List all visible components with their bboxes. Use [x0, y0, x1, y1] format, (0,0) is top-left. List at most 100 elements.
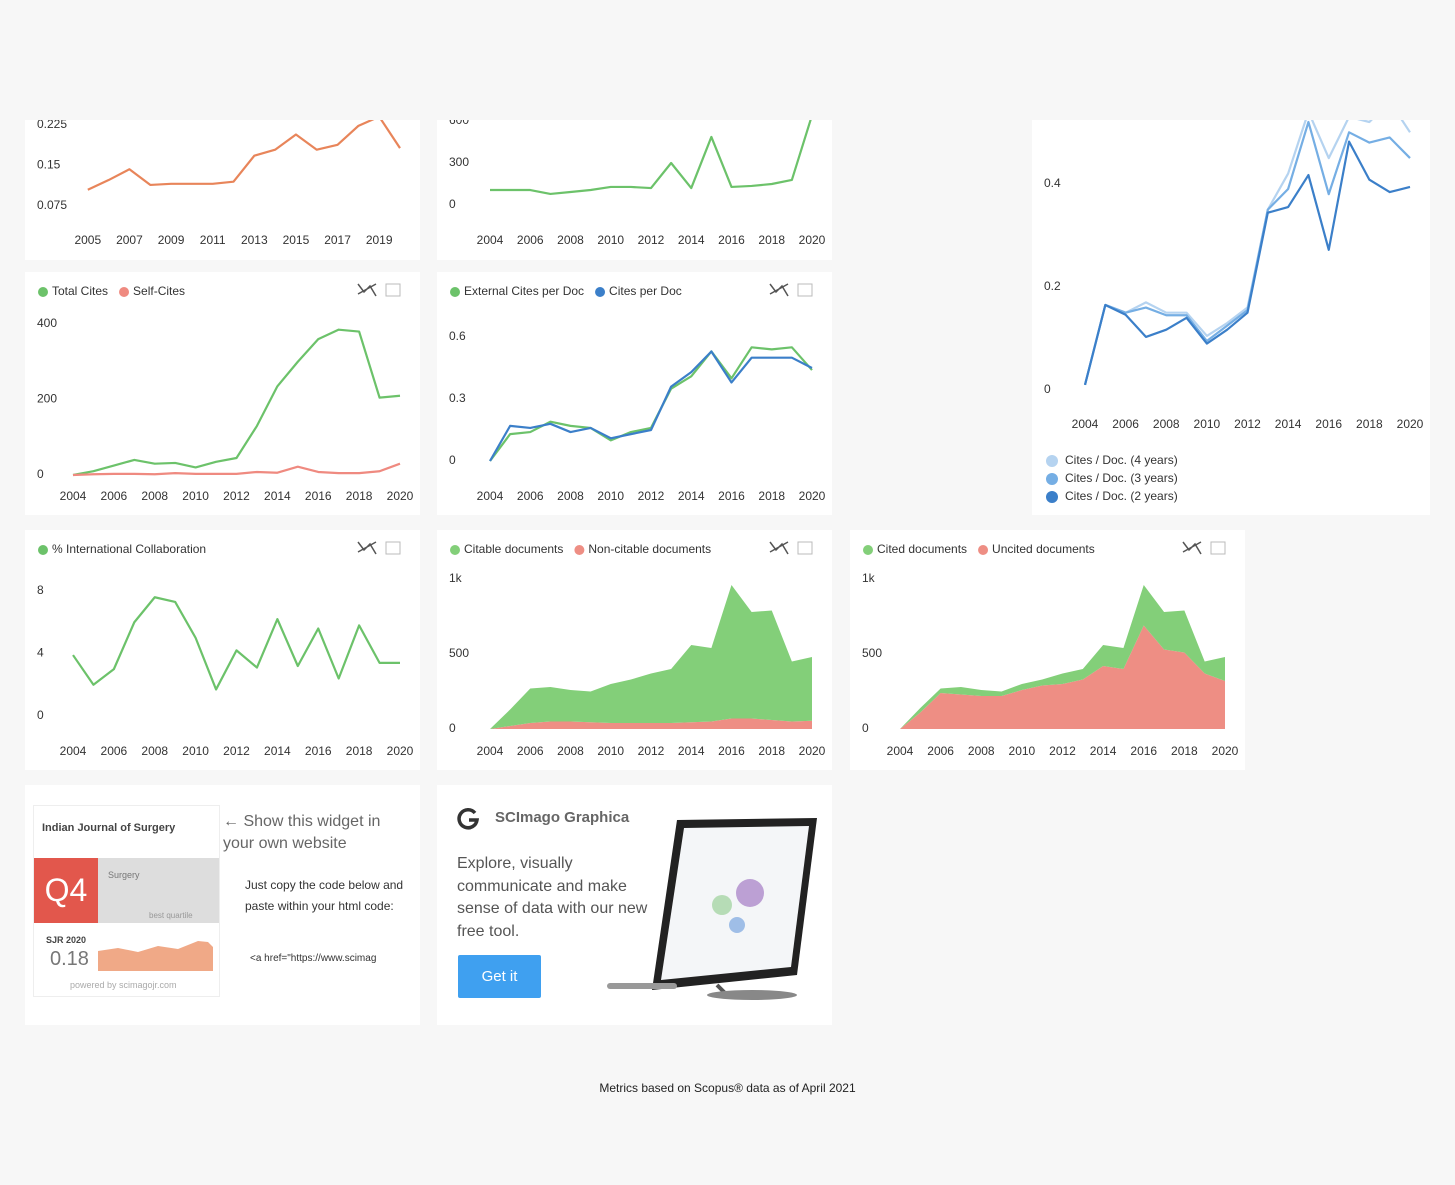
- x-tick-label: 2007: [116, 233, 143, 247]
- x-tick-label: 2020: [1212, 744, 1239, 758]
- x-tick-label: 2017: [324, 233, 351, 247]
- x-tick-label: 2014: [678, 233, 705, 247]
- chart-type-toggle[interactable]: [358, 284, 376, 296]
- y-tick-label: 0: [449, 197, 456, 211]
- x-tick-label: 2014: [678, 489, 705, 503]
- x-tick-label: 2008: [557, 744, 584, 758]
- x-tick-label: 2006: [517, 489, 544, 503]
- widget-panel: Indian Journal of Surgery Q4 Surgery bes…: [25, 785, 420, 1025]
- legend-label: External Cites per Doc: [464, 284, 584, 298]
- y-tick-label: 0.15: [37, 158, 61, 172]
- y-tick-label: 500: [862, 646, 882, 660]
- x-tick-label: 2010: [182, 489, 209, 503]
- x-tick-label: 2014: [1090, 744, 1117, 758]
- promo-panel: SCImago Graphica Explore, visually commu…: [437, 785, 832, 1025]
- x-tick-label: 2011: [200, 233, 226, 247]
- x-tick-label: 2009: [158, 233, 185, 247]
- chart-type-toggle[interactable]: [1183, 542, 1201, 554]
- y-tick-label: 0.225: [37, 120, 67, 131]
- chart: 00.20.4200420062008201020122014201620182…: [1032, 120, 1430, 515]
- x-tick-label: 2006: [927, 744, 954, 758]
- powered: powered by scimagojr.com: [70, 980, 177, 990]
- line: [490, 120, 812, 194]
- table-toggle[interactable]: [1211, 542, 1225, 554]
- y-tick-label: 200: [37, 392, 57, 406]
- legend-marker: [38, 287, 48, 297]
- legend-marker: [863, 545, 873, 555]
- sjr-value: 0.18: [50, 948, 89, 971]
- table-toggle[interactable]: [386, 542, 400, 554]
- legend-label: Cites / Doc. (3 years): [1065, 471, 1178, 485]
- legend-label: Citable documents: [464, 542, 563, 556]
- table-toggle[interactable]: [798, 542, 812, 554]
- x-tick-label: 2018: [758, 489, 785, 503]
- legend-marker: [1046, 491, 1058, 503]
- y-tick-label: 0.2: [1044, 279, 1061, 293]
- table-toggle[interactable]: [798, 284, 812, 296]
- x-tick-label: 2006: [101, 489, 128, 503]
- x-tick-label: 2019: [366, 233, 393, 247]
- line: [73, 597, 400, 689]
- x-tick-label: 2020: [799, 233, 826, 247]
- line: [88, 120, 400, 190]
- graphica-logo: [457, 807, 481, 831]
- x-tick-label: 2018: [1171, 744, 1198, 758]
- footer: Metrics based on Scopus® data as of Apri…: [0, 1081, 1455, 1095]
- legend-marker: [1046, 455, 1058, 467]
- quartile-note: best quartile: [149, 911, 193, 920]
- x-tick-label: 2012: [638, 744, 665, 758]
- x-tick-label: 2008: [557, 489, 584, 503]
- line: [1085, 120, 1410, 385]
- x-tick-label: 2010: [1009, 744, 1036, 758]
- x-tick-label: 2010: [597, 744, 624, 758]
- legend-marker: [38, 545, 48, 555]
- y-tick-label: 0: [37, 708, 44, 722]
- chart-panel: 0.0750.150.22520052007200920112013201520…: [25, 120, 420, 260]
- legend-marker: [119, 287, 129, 297]
- y-tick-label: 0: [862, 721, 869, 735]
- x-tick-label: 2016: [305, 489, 332, 503]
- legend-label: Cites per Doc: [609, 284, 682, 298]
- x-tick-label: 2006: [1112, 417, 1139, 431]
- legend-label: Cited documents: [877, 542, 967, 556]
- x-tick-label: 2010: [1194, 417, 1221, 431]
- table-toggle[interactable]: [386, 284, 400, 296]
- x-tick-label: 2005: [74, 233, 101, 247]
- category: Surgery: [108, 870, 140, 880]
- x-tick-label: 2012: [638, 233, 665, 247]
- chart-type-toggle[interactable]: [770, 284, 788, 296]
- y-tick-label: 0: [37, 467, 44, 481]
- x-tick-label: 2008: [141, 744, 168, 758]
- x-tick-label: 2016: [718, 489, 745, 503]
- x-tick-label: 2010: [597, 233, 624, 247]
- widget-preview: Indian Journal of Surgery Q4 Surgery bes…: [33, 805, 220, 997]
- x-tick-label: 2016: [718, 233, 745, 247]
- legend-marker: [978, 545, 988, 555]
- x-tick-label: 2020: [387, 744, 414, 758]
- x-tick-label: 2016: [718, 744, 745, 758]
- widget-code[interactable]: <a href="https://www.scimag: [245, 945, 413, 972]
- chart-type-toggle[interactable]: [770, 542, 788, 554]
- line: [73, 330, 400, 475]
- y-tick-label: 4: [37, 646, 44, 660]
- legend-marker: [574, 545, 584, 555]
- y-tick-label: 1k: [862, 571, 876, 585]
- y-tick-label: 8: [37, 583, 44, 597]
- x-tick-label: 2016: [1315, 417, 1342, 431]
- x-tick-label: 2012: [1049, 744, 1076, 758]
- x-tick-label: 2014: [1275, 417, 1302, 431]
- y-tick-label: 500: [449, 646, 469, 660]
- x-tick-label: 2004: [477, 233, 504, 247]
- line: [1085, 122, 1410, 385]
- get-it-button[interactable]: Get it: [458, 955, 541, 998]
- y-tick-label: 0.075: [37, 198, 67, 212]
- chart-type-toggle[interactable]: [358, 542, 376, 554]
- widget-heading: ← Show this widget in your own website: [223, 811, 403, 855]
- x-tick-label: 2012: [223, 489, 250, 503]
- chart: 00.30.6200420062008201020122014201620182…: [437, 272, 832, 515]
- legend-label: % International Collaboration: [52, 542, 206, 556]
